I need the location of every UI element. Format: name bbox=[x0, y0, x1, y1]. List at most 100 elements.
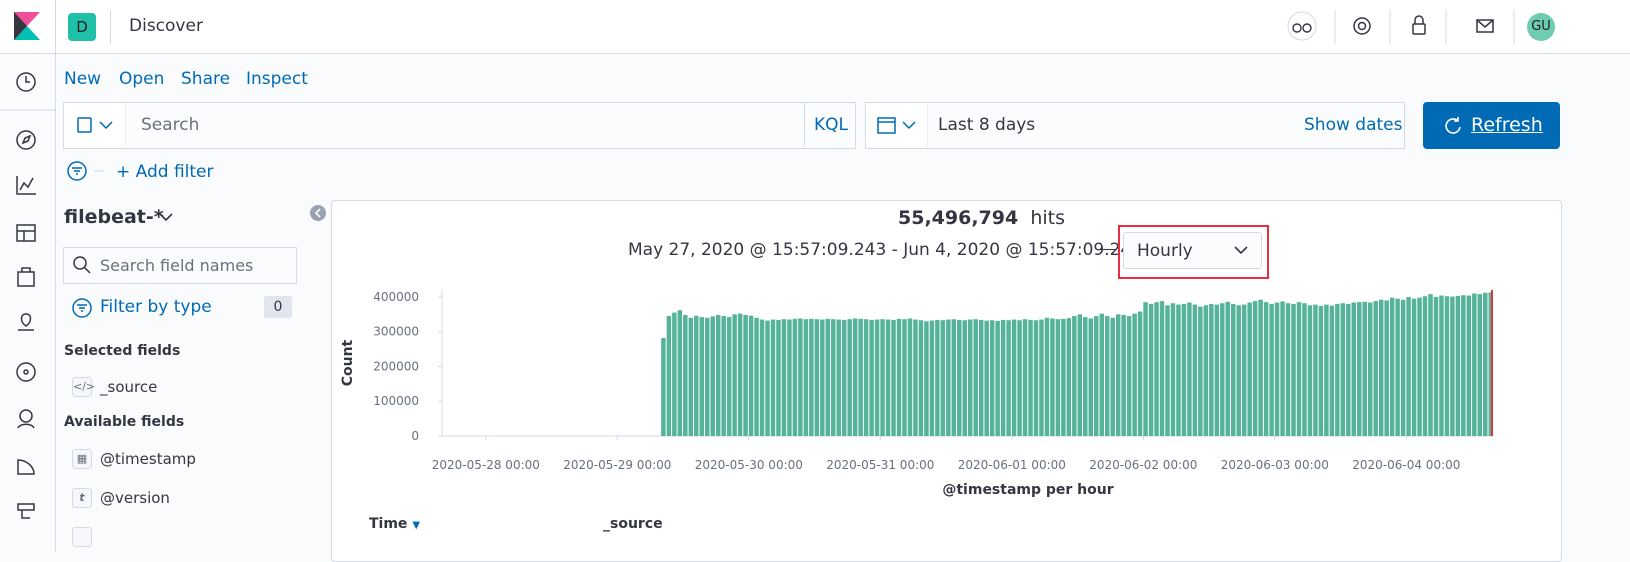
time-range[interactable]: Last 8 days bbox=[938, 115, 1036, 135]
field-item[interactable]: @version bbox=[100, 489, 170, 507]
filter-menu-icon[interactable] bbox=[66, 160, 106, 182]
quick-select-button[interactable] bbox=[866, 103, 928, 148]
menu-open[interactable]: Open bbox=[119, 69, 165, 89]
x-tick-label: 2020-05-30 00:00 bbox=[695, 458, 803, 472]
bar bbox=[891, 319, 896, 436]
header-divider bbox=[110, 10, 111, 44]
menu-inspect[interactable]: Inspect bbox=[246, 69, 308, 89]
kibana-logo[interactable] bbox=[14, 12, 40, 40]
bar bbox=[1433, 296, 1439, 436]
bar bbox=[1444, 296, 1450, 436]
search-input[interactable]: Search bbox=[141, 115, 200, 135]
bar bbox=[672, 312, 677, 436]
dash bbox=[1100, 249, 1116, 250]
recent-icon[interactable] bbox=[16, 72, 36, 92]
show-dates[interactable]: Show dates bbox=[1304, 115, 1403, 135]
canvas-icon[interactable] bbox=[17, 271, 35, 287]
apm-icon[interactable] bbox=[17, 503, 35, 519]
bar bbox=[1220, 303, 1225, 436]
menu-new[interactable]: New bbox=[64, 69, 102, 89]
bar bbox=[754, 317, 759, 436]
index-pattern[interactable]: filebeat-* bbox=[64, 206, 164, 228]
bar bbox=[726, 317, 732, 436]
bar bbox=[1209, 303, 1214, 436]
saved-query-button[interactable] bbox=[64, 103, 126, 148]
bar bbox=[1072, 316, 1077, 436]
lock-icon[interactable] bbox=[1412, 23, 1426, 35]
bar bbox=[787, 319, 792, 436]
menu-share[interactable]: Share bbox=[181, 69, 231, 89]
bar bbox=[1296, 302, 1302, 436]
bar bbox=[869, 319, 874, 436]
mail-icon[interactable] bbox=[1476, 19, 1494, 33]
field-search[interactable] bbox=[63, 247, 297, 284]
bar bbox=[1044, 317, 1050, 436]
maps-icon[interactable] bbox=[18, 313, 34, 331]
filter-by-type[interactable]: Filter by type bbox=[100, 297, 212, 317]
bar bbox=[825, 318, 831, 436]
bar bbox=[1241, 304, 1247, 436]
hits-label: hits bbox=[1030, 207, 1065, 229]
metrics-icon[interactable] bbox=[19, 409, 33, 423]
logs-icon[interactable] bbox=[17, 459, 35, 475]
nav-divider bbox=[55, 0, 56, 552]
bar bbox=[1011, 319, 1017, 436]
source-icon: </> bbox=[72, 377, 95, 397]
bar bbox=[1340, 303, 1346, 436]
header-icons bbox=[1287, 10, 1515, 44]
bar bbox=[1455, 295, 1461, 436]
collapse-sidebar[interactable] bbox=[309, 204, 327, 222]
bar bbox=[1466, 295, 1472, 436]
column-source: _source bbox=[603, 516, 663, 532]
bar bbox=[1335, 303, 1340, 436]
bar bbox=[666, 316, 672, 436]
refresh-icon bbox=[1445, 117, 1461, 134]
bar bbox=[1126, 316, 1132, 436]
bar bbox=[1450, 296, 1455, 436]
bar bbox=[978, 319, 984, 436]
bar bbox=[951, 319, 957, 436]
bar bbox=[1373, 301, 1378, 436]
discover-icon[interactable] bbox=[16, 130, 36, 150]
bar bbox=[743, 315, 748, 436]
bar bbox=[1143, 302, 1148, 436]
bar bbox=[1324, 304, 1329, 436]
bar bbox=[1346, 303, 1351, 436]
kql-toggle[interactable]: KQL bbox=[814, 115, 848, 135]
help-icon[interactable] bbox=[1353, 17, 1371, 35]
visualize-icon[interactable] bbox=[16, 176, 36, 195]
bar bbox=[1285, 303, 1291, 436]
bar bbox=[705, 317, 710, 436]
bar bbox=[1302, 303, 1307, 436]
bar bbox=[781, 319, 787, 436]
bar bbox=[1033, 320, 1039, 436]
query-bar bbox=[63, 102, 856, 149]
field-item[interactable]: @timestamp bbox=[100, 450, 196, 468]
app-title: Discover bbox=[129, 16, 203, 36]
ml-icon[interactable] bbox=[16, 362, 36, 382]
bar bbox=[677, 310, 683, 436]
bar bbox=[1022, 319, 1028, 436]
bar bbox=[1050, 318, 1055, 436]
column-time[interactable]: Time ▼ bbox=[369, 516, 421, 532]
bar bbox=[989, 320, 995, 436]
x-tick-label: 2020-05-31 00:00 bbox=[826, 458, 934, 472]
bar bbox=[1357, 302, 1362, 436]
user-avatar[interactable]: GU bbox=[1527, 13, 1555, 41]
space-badge[interactable]: D bbox=[68, 13, 96, 41]
bar bbox=[1406, 296, 1411, 436]
bar bbox=[957, 319, 962, 436]
bar bbox=[1258, 299, 1263, 436]
dashboard-icon[interactable] bbox=[16, 224, 36, 242]
bar bbox=[924, 321, 929, 436]
string-field-icon: t bbox=[72, 488, 92, 508]
field-item[interactable]: _source bbox=[100, 378, 158, 396]
interval-select[interactable] bbox=[1123, 232, 1262, 269]
bar bbox=[1104, 316, 1110, 436]
y-axis-title: Count bbox=[340, 339, 356, 386]
index-chevron[interactable] bbox=[158, 210, 174, 224]
bar bbox=[1148, 303, 1154, 436]
bar bbox=[880, 319, 885, 436]
reader-icon[interactable] bbox=[1287, 11, 1317, 41]
add-filter[interactable]: + Add filter bbox=[116, 162, 214, 182]
